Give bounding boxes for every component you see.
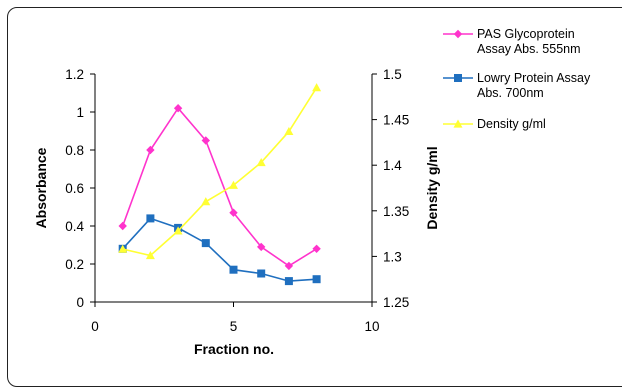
y-right-tick-label: 1.5 bbox=[383, 67, 402, 82]
y-left-tick-label: 1.2 bbox=[65, 67, 84, 82]
x-axis-title: Fraction no. bbox=[194, 341, 274, 357]
series-lowry-protein bbox=[118, 214, 321, 286]
series-density-point bbox=[118, 244, 128, 253]
y-right-tick-label: 1.25 bbox=[383, 295, 409, 310]
chart: 0 5 10 0 0.2 0.4 0.6 0.8 1 1.2 1.25 1.3 1.35 1.4 1.45 1… bbox=[33, 27, 591, 357]
axes: 0 5 10 0 0.2 0.4 0.6 0.8 1 1.2 1.25 1.3 1.35 1.4 1.45 1… bbox=[65, 67, 409, 334]
legend-label: Lowry Protein Assay bbox=[477, 71, 591, 85]
y-right-tick-label: 1.45 bbox=[383, 113, 409, 128]
series-density bbox=[118, 83, 322, 260]
series-density-point bbox=[284, 126, 294, 136]
legend-label: Density g/ml bbox=[477, 117, 546, 131]
series-pas-glycoprotein-point bbox=[312, 244, 321, 253]
x-tick-label: 5 bbox=[230, 319, 238, 334]
series-pas-glycoprotein-point bbox=[146, 145, 155, 155]
y-right-tick-label: 1.3 bbox=[383, 249, 402, 264]
y-axis-right-title: Density g/ml bbox=[424, 146, 440, 229]
y-left-tick-label: 0.4 bbox=[65, 219, 84, 234]
legend-label: Abs. 700nm bbox=[477, 86, 544, 100]
x-tick-label: 0 bbox=[91, 319, 99, 334]
y-left-tick-label: 0.6 bbox=[65, 181, 84, 196]
series-pas-glycoprotein bbox=[118, 104, 321, 271]
series-density-point bbox=[229, 180, 238, 189]
series-pas-glycoprotein-point bbox=[118, 221, 127, 231]
legend-swatch-marker bbox=[453, 119, 463, 128]
series-density-point bbox=[256, 157, 266, 167]
series-pas-glycoprotein-point bbox=[257, 242, 266, 252]
series-lowry-protein-point bbox=[201, 239, 210, 248]
y-left-tick-label: 0 bbox=[76, 295, 84, 310]
series-lowry-protein-point bbox=[146, 214, 155, 223]
legend-label: PAS Glycoprotein bbox=[477, 27, 575, 41]
series-lowry-protein-point bbox=[257, 269, 266, 278]
y-left-tick-label: 0.8 bbox=[65, 143, 84, 158]
series-pas-glycoprotein-point bbox=[284, 261, 294, 271]
series-lowry-protein-line bbox=[122, 217, 317, 282]
x-tick-label: 10 bbox=[364, 319, 379, 334]
series-pas-glycoprotein-point bbox=[229, 208, 238, 217]
series-layer bbox=[118, 83, 322, 286]
y-right-tick-label: 1.4 bbox=[383, 158, 402, 173]
series-pas-glycoprotein-point bbox=[201, 136, 210, 145]
series-lowry-protein-point bbox=[312, 275, 321, 284]
legend-swatch-marker bbox=[454, 74, 462, 82]
y-axis-left-title: Absorbance bbox=[33, 147, 49, 228]
legend-label: Assay Abs. 555nm bbox=[477, 42, 581, 56]
series-pas-glycoprotein-point bbox=[173, 104, 183, 113]
series-lowry-protein-point bbox=[229, 265, 238, 274]
y-left-tick-label: 0.2 bbox=[65, 257, 84, 272]
y-right-tick-label: 1.35 bbox=[383, 204, 409, 219]
legend-item: Density g/ml bbox=[443, 117, 546, 131]
series-density-line bbox=[122, 87, 318, 257]
series-lowry-protein-point bbox=[284, 277, 293, 286]
legend-swatch-marker bbox=[453, 29, 463, 39]
series-pas-glycoprotein-line bbox=[121, 106, 318, 267]
series-density-point bbox=[201, 197, 211, 206]
series-density-point bbox=[173, 226, 183, 235]
series-density-point bbox=[145, 250, 155, 260]
series-density-point bbox=[312, 83, 322, 92]
y-left-tick-label: 1 bbox=[76, 105, 84, 120]
